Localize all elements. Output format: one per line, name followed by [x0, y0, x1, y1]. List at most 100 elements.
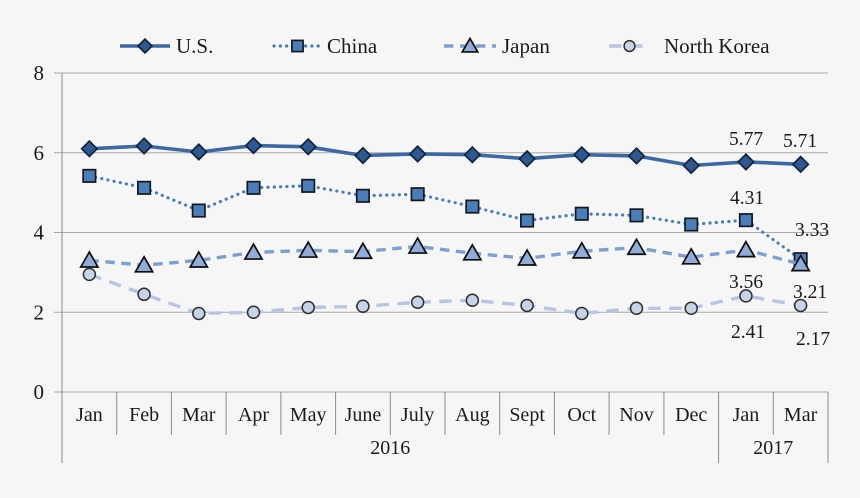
- north-korea-marker-circle: [356, 299, 370, 314]
- u-s-marker-diamond: [682, 156, 701, 175]
- legend-label-japan: Japan: [502, 34, 550, 58]
- north-korea-marker-circle: [793, 298, 808, 313]
- x-tick-label-7: Aug: [455, 404, 489, 426]
- y-tick-label-2: 2: [34, 300, 45, 324]
- u-s-marker-diamond: [80, 139, 99, 158]
- y-tick-label-4: 4: [34, 221, 45, 245]
- japan-marker-triangle: [460, 36, 480, 53]
- series-line-north-korea: [88, 272, 801, 316]
- japan-marker-triangle: [188, 250, 209, 268]
- north-korea-marker-circle: [410, 295, 425, 310]
- x-tick-label-6: July: [401, 404, 434, 426]
- japan-marker-triangle: [517, 248, 538, 266]
- u-s-marker-diamond: [299, 137, 318, 156]
- china-marker-square: [355, 188, 370, 203]
- u-s-marker-diamond: [136, 37, 154, 55]
- china-marker-square: [410, 187, 425, 202]
- china-marker-square: [520, 213, 535, 228]
- north-korea-marker-circle: [246, 305, 261, 319]
- china-marker-square: [301, 178, 316, 193]
- japan-marker-triangle: [134, 255, 155, 273]
- legend-item-north-korea: [609, 39, 650, 53]
- china-marker-square: [574, 206, 589, 221]
- data-label-4.31: 4.31: [730, 188, 764, 209]
- legend-item-china: [272, 39, 323, 53]
- series-line-u-s: [89, 143, 801, 168]
- north-korea-marker-circle: [739, 289, 753, 303]
- year-label-2017: 2017: [753, 437, 793, 459]
- north-korea-marker-circle: [465, 293, 480, 308]
- japan-marker-triangle: [462, 243, 483, 261]
- x-tick-label-13: Mar: [784, 404, 818, 426]
- north-korea-marker-circle: [629, 301, 644, 316]
- legend-label-china: China: [327, 34, 378, 58]
- y-tick-label-0: 0: [34, 380, 45, 404]
- series-line-japan: [89, 244, 802, 267]
- x-tick-label-3: Apr: [238, 404, 269, 426]
- japan-marker-triangle: [735, 239, 756, 258]
- japan-marker-triangle: [352, 241, 373, 260]
- x-tick-label-5: June: [345, 404, 382, 426]
- japan-marker-triangle: [243, 242, 264, 260]
- north-korea-marker-circle: [684, 301, 698, 316]
- x-tick-label-8: Sept: [509, 404, 545, 426]
- u-s-marker-diamond: [572, 145, 591, 164]
- china-marker-square: [684, 217, 699, 232]
- u-s-marker-diamond: [244, 136, 263, 155]
- u-s-marker-diamond: [791, 155, 810, 174]
- china-marker-square: [738, 213, 753, 228]
- north-korea-marker-circle: [137, 287, 151, 302]
- x-tick-label-11: Dec: [675, 404, 707, 426]
- x-tick-label-2: Mar: [182, 404, 216, 426]
- data-label-3.56: 3.56: [729, 272, 763, 293]
- x-tick-label-4: May: [290, 404, 327, 426]
- data-label-5.71: 5.71: [783, 131, 817, 152]
- u-s-marker-diamond: [408, 145, 427, 163]
- china-marker-square: [629, 208, 644, 223]
- data-label-5.77: 5.77: [729, 129, 763, 150]
- china-marker-square: [137, 180, 152, 195]
- u-s-marker-diamond: [463, 145, 482, 164]
- north-korea-marker-circle: [192, 306, 206, 321]
- north-korea-marker-circle: [301, 300, 315, 315]
- china-marker-square: [191, 203, 206, 218]
- x-tick-label-10: Nov: [619, 404, 653, 426]
- japan-marker-triangle: [626, 237, 647, 256]
- china-marker-square: [291, 39, 304, 53]
- north-korea-marker-circle: [82, 267, 97, 282]
- china-marker-square: [82, 168, 97, 183]
- series-markers-japan: [79, 236, 811, 273]
- japan-marker-triangle: [790, 253, 811, 272]
- japan-marker-triangle: [681, 247, 702, 265]
- series-markers-u-s: [80, 136, 810, 175]
- u-s-marker-diamond: [189, 143, 208, 161]
- china-marker-square: [465, 199, 480, 214]
- legend-item-japan: [444, 36, 496, 53]
- data-label-2.41: 2.41: [731, 322, 765, 343]
- japan-marker-triangle: [79, 250, 100, 268]
- japan-marker-triangle: [298, 240, 319, 258]
- x-tick-label-1: Feb: [129, 404, 159, 426]
- north-korea-marker-circle: [623, 39, 636, 53]
- u-s-marker-diamond: [737, 153, 755, 171]
- x-tick-label-12: Jan: [733, 404, 760, 426]
- data-label-3.33: 3.33: [795, 220, 829, 241]
- u-s-marker-diamond: [135, 137, 153, 155]
- legend-label-north-korea: North Korea: [664, 34, 770, 58]
- u-s-marker-diamond: [518, 149, 536, 168]
- data-label-2.17: 2.17: [796, 329, 830, 350]
- y-tick-label-8: 8: [34, 61, 45, 85]
- north-korea-marker-circle: [520, 298, 534, 313]
- japan-marker-triangle: [571, 241, 592, 259]
- u-s-marker-diamond: [627, 147, 646, 165]
- u-s-marker-diamond: [354, 146, 372, 165]
- series-markers-north-korea: [82, 267, 808, 321]
- y-tick-label-6: 6: [34, 141, 45, 165]
- north-korea-marker-circle: [575, 306, 589, 321]
- data-label-3.21: 3.21: [793, 282, 827, 303]
- legend-label-u-s: U.S.: [176, 34, 213, 58]
- legend-item-u-s: [120, 37, 170, 55]
- series-markers-china: [82, 168, 808, 267]
